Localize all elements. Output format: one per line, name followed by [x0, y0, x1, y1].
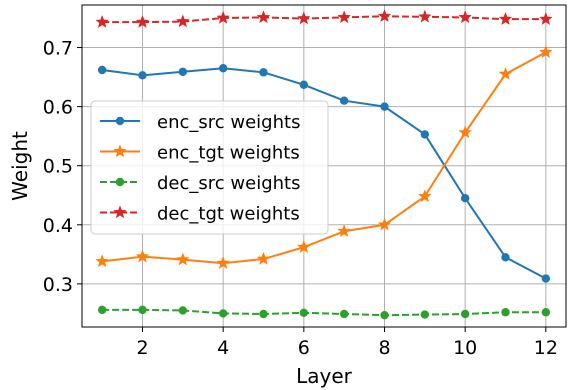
data-point — [498, 66, 513, 80]
data-point — [417, 9, 432, 23]
data-point — [178, 306, 188, 315]
data-point — [460, 194, 470, 203]
data-point — [337, 224, 352, 238]
data-point — [97, 65, 107, 75]
data-point — [299, 80, 309, 89]
x-tick-label: 10 — [453, 337, 477, 359]
data-point — [501, 308, 510, 317]
x-tick-label: 8 — [378, 337, 390, 359]
legend-label: enc_src weights — [157, 112, 300, 133]
data-point — [458, 125, 473, 139]
series-line — [102, 67, 547, 280]
legend-marker — [115, 177, 125, 187]
y-tick-label: 0.4 — [43, 215, 73, 237]
series-line — [102, 308, 546, 317]
data-point — [216, 10, 231, 24]
data-point — [380, 310, 389, 320]
data-point — [299, 308, 309, 318]
data-point — [218, 64, 228, 73]
series-0 — [97, 64, 551, 283]
series-3 — [95, 9, 553, 28]
data-point — [95, 254, 110, 268]
legend-entry: enc_tgt weights — [100, 143, 300, 164]
x-tick-label: 4 — [217, 337, 229, 359]
y-tick-label: 0.6 — [43, 97, 73, 119]
data-point — [420, 130, 430, 139]
data-point — [460, 309, 470, 319]
y-tick-label: 0.5 — [43, 156, 73, 178]
data-point — [218, 309, 228, 318]
series-line — [102, 51, 547, 265]
legend-label: dec_tgt weights — [157, 204, 300, 225]
data-point — [256, 251, 271, 265]
data-point — [256, 10, 271, 24]
data-point — [417, 189, 432, 203]
series-2 — [97, 305, 551, 320]
data-point — [541, 308, 551, 317]
y-tick-label: 0.3 — [43, 274, 73, 296]
legend-entry: dec_src weights — [100, 173, 300, 194]
x-tick-label: 6 — [298, 337, 310, 359]
data-point — [337, 10, 352, 24]
series-1 — [95, 45, 553, 270]
data-point — [175, 14, 190, 28]
data-point — [501, 253, 510, 262]
data-point — [420, 310, 430, 319]
data-point — [339, 96, 349, 105]
data-point — [175, 252, 190, 266]
series-lines — [95, 9, 553, 320]
legend-entry: enc_src weights — [100, 112, 300, 133]
y-axis-label: Weight — [8, 131, 32, 201]
legend: enc_src weights enc_tgt weights dec_src we… — [90, 100, 329, 235]
data-point — [259, 68, 268, 77]
legend-entry: dec_tgt weights — [100, 204, 300, 225]
data-point — [380, 102, 389, 111]
data-point — [135, 249, 150, 263]
data-point — [97, 305, 107, 315]
data-point — [377, 9, 392, 23]
data-point — [296, 240, 311, 254]
legend-label: enc_tgt weights — [157, 143, 300, 164]
data-point — [216, 255, 231, 270]
data-point — [339, 309, 349, 319]
y-tick-label: 0.7 — [43, 38, 73, 60]
legend-marker — [113, 144, 127, 158]
data-point — [538, 45, 553, 59]
axis-ticks: 2 4 6 8 10 12 0.3 0.4 0.5 0.6 0.7 — [43, 38, 558, 359]
series-line — [102, 15, 546, 24]
data-point — [498, 11, 513, 26]
data-point — [138, 71, 147, 80]
legend-marker — [115, 116, 125, 126]
x-tick-label: 12 — [534, 337, 558, 359]
x-axis-label: Layer — [296, 364, 353, 388]
legend-label: dec_src weights — [157, 173, 300, 194]
data-point — [178, 67, 188, 76]
data-point — [135, 14, 150, 28]
data-point — [95, 14, 110, 28]
data-point — [377, 217, 392, 231]
data-point — [538, 11, 553, 26]
legend-marker — [113, 205, 127, 219]
data-point — [541, 274, 551, 283]
data-point — [296, 11, 311, 25]
data-point — [138, 305, 147, 315]
legend-box — [90, 100, 329, 235]
x-tick-label: 2 — [136, 337, 148, 359]
data-point — [259, 309, 268, 319]
data-point — [458, 10, 473, 24]
